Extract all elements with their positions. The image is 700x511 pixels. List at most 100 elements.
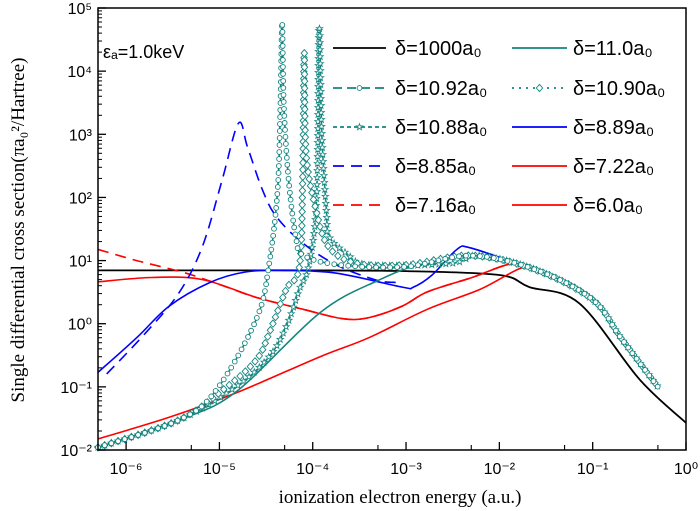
circle-marker — [128, 434, 135, 440]
circle-marker — [289, 210, 296, 217]
star-marker — [318, 143, 327, 152]
circle-marker — [557, 277, 563, 283]
circle-marker — [273, 205, 280, 211]
circle-marker — [470, 252, 476, 259]
circle-marker — [224, 370, 231, 377]
circle-marker — [359, 263, 365, 270]
legend-item: δ=1000a₀ — [333, 38, 482, 60]
circle-marker — [279, 29, 286, 35]
x-tick-label: 10⁻¹ — [577, 461, 609, 478]
circle-marker — [212, 388, 219, 394]
circle-marker — [442, 255, 449, 262]
circle-marker — [270, 232, 277, 239]
diamond-marker — [306, 181, 315, 191]
circle-marker — [317, 258, 324, 265]
star-marker — [316, 93, 326, 103]
star-marker — [293, 289, 303, 298]
diamond-marker — [298, 193, 307, 202]
plot-frame — [97, 7, 687, 451]
star-marker — [306, 249, 316, 258]
star-marker — [315, 45, 325, 54]
circle-marker — [262, 288, 268, 294]
y-tick-label: 10⁰ — [68, 317, 92, 334]
circle-marker — [228, 364, 235, 371]
diamond-marker — [305, 174, 314, 184]
circle-marker — [387, 264, 393, 271]
circle-marker — [193, 407, 199, 414]
circle-marker — [287, 189, 293, 196]
circle-marker — [280, 64, 286, 70]
diamond-marker — [298, 179, 307, 188]
star-marker — [315, 58, 325, 68]
circle-marker — [280, 92, 287, 98]
series-0 — [97, 269, 687, 424]
legend-item: δ=7.22a₀ — [512, 156, 654, 178]
circle-marker — [575, 287, 582, 293]
star-marker — [455, 257, 464, 266]
star-marker — [310, 221, 320, 231]
x-tick-label: 10⁻⁴ — [296, 461, 329, 478]
circle-marker — [187, 411, 193, 418]
diamond-marker — [328, 247, 337, 256]
star-marker — [268, 346, 278, 356]
circle-marker — [490, 255, 497, 261]
star-marker — [315, 51, 325, 61]
series-2 — [95, 21, 661, 451]
star-marker — [319, 163, 328, 173]
diamond-marker — [297, 228, 306, 237]
circle-marker — [265, 267, 272, 274]
circle-marker — [366, 264, 372, 270]
circle-marker — [281, 120, 288, 126]
diamond-marker — [298, 172, 307, 181]
circle-marker — [331, 261, 338, 268]
circle-marker — [345, 262, 352, 269]
star-marker — [313, 166, 322, 175]
star-marker — [249, 367, 259, 376]
legend-item: δ=11.0a₀ — [512, 38, 653, 60]
diamond-marker — [241, 367, 250, 376]
circle-marker — [291, 224, 298, 231]
circle-marker — [220, 376, 227, 383]
star-marker — [319, 170, 329, 180]
circle-marker — [435, 257, 442, 264]
diamond-marker — [324, 241, 332, 251]
diamond-marker — [261, 338, 270, 348]
circle-marker — [271, 218, 278, 225]
diamond-marker — [299, 165, 307, 174]
star-marker — [340, 247, 350, 256]
circle-marker — [276, 142, 283, 148]
circle-marker — [621, 339, 627, 345]
circle-marker — [231, 358, 238, 365]
legend-label: δ=8.89a₀ — [573, 117, 654, 139]
diamond-marker — [311, 202, 319, 211]
star-marker — [244, 372, 254, 381]
circle-marker — [279, 50, 286, 56]
diamond-marker — [246, 362, 255, 371]
star-marker — [320, 177, 329, 187]
star-marker — [321, 198, 331, 208]
circle-marker — [115, 438, 121, 444]
star-marker — [281, 322, 291, 331]
y-tick-label: 10⁻¹ — [60, 380, 92, 397]
legend-item: δ=10.90a₀ — [512, 78, 665, 100]
circle-marker — [245, 334, 251, 340]
diamond-marker — [266, 325, 275, 335]
annotation: εₐ=1.0keV — [103, 42, 184, 62]
circle-marker — [511, 259, 518, 266]
circle-marker — [421, 260, 428, 267]
circle-marker — [428, 259, 435, 265]
diamond-marker — [285, 280, 293, 290]
y-tick-label: 10⁻² — [60, 443, 92, 460]
circle-marker — [272, 212, 279, 218]
circle-marker — [587, 294, 594, 301]
circle-marker — [276, 135, 283, 141]
diamond-marker — [299, 158, 307, 167]
circle-marker — [263, 281, 269, 288]
diamond-marker — [309, 195, 318, 204]
legend-label: δ=10.88a₀ — [395, 117, 487, 139]
circle-marker — [271, 225, 277, 232]
circle-marker — [256, 308, 263, 315]
star-marker — [315, 23, 324, 33]
circle-marker — [275, 177, 282, 183]
circle-marker — [592, 299, 599, 306]
